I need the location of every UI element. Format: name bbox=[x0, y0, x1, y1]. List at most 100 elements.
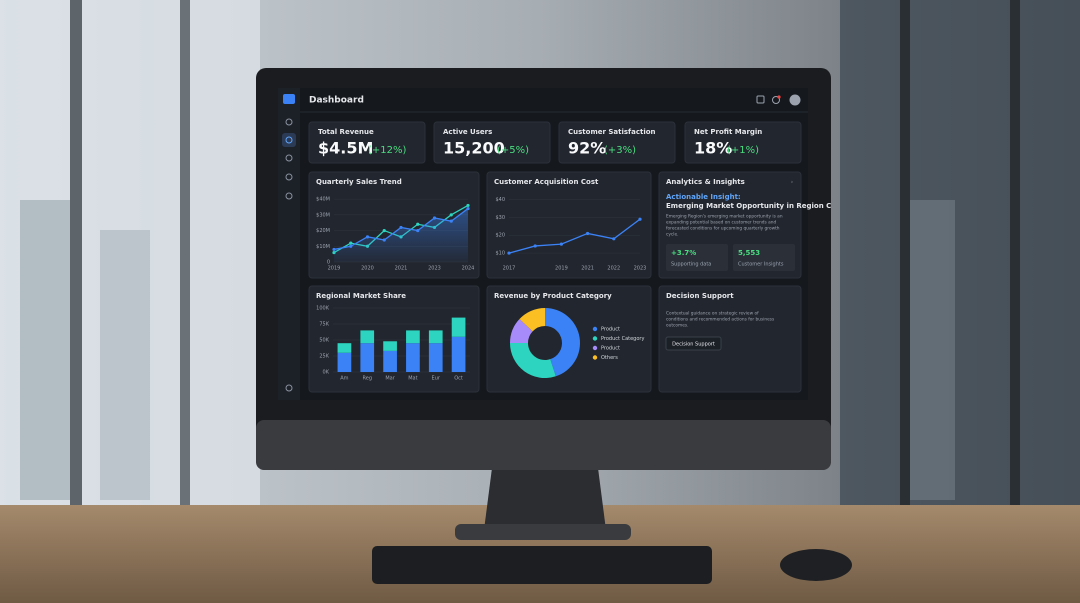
insight-body: expanding potential based on customer tr… bbox=[666, 220, 776, 226]
point bbox=[382, 238, 386, 242]
point bbox=[416, 228, 420, 233]
bar-segment bbox=[383, 350, 397, 372]
nav-icon[interactable] bbox=[285, 136, 293, 144]
nav-icon[interactable] bbox=[285, 384, 293, 392]
point bbox=[507, 251, 511, 255]
bar-segment bbox=[451, 317, 466, 337]
nav-icon[interactable] bbox=[285, 154, 293, 162]
nav-icon[interactable] bbox=[285, 192, 293, 200]
point bbox=[432, 216, 437, 220]
window-frame bbox=[900, 0, 910, 505]
button-label[interactable]: Decision Support bbox=[672, 342, 715, 348]
kpi-value: 18% bbox=[694, 139, 732, 158]
nav-icon[interactable] bbox=[285, 118, 293, 126]
kpi-value: $4.5M bbox=[318, 139, 373, 158]
window bbox=[100, 230, 150, 500]
window bbox=[840, 0, 1080, 505]
x-tick-label: Reg bbox=[363, 376, 373, 382]
insight-body: forecasted conditions for upcoming quart… bbox=[666, 226, 780, 232]
donut-slice bbox=[510, 319, 533, 343]
keyboard bbox=[372, 546, 712, 584]
card bbox=[433, 121, 551, 164]
point bbox=[533, 244, 537, 248]
logo bbox=[283, 94, 295, 104]
decision-body: Contextual guidance on strategic review … bbox=[666, 311, 759, 317]
y-tick-label: $30 bbox=[495, 215, 505, 221]
line bbox=[508, 218, 641, 254]
stat-value: 5,553 bbox=[738, 249, 760, 257]
legend-swatch bbox=[592, 355, 598, 360]
x-tick-label: Mat bbox=[408, 376, 417, 382]
monitor-base bbox=[455, 524, 631, 540]
y-tick-label: 0 bbox=[327, 260, 330, 266]
y-tick-label: 100K bbox=[316, 306, 330, 312]
x-tick-label: 2021 bbox=[395, 266, 408, 272]
y-tick-label: 75K bbox=[319, 322, 329, 328]
point bbox=[559, 242, 564, 246]
decision-body: outcomes. bbox=[666, 323, 688, 329]
legend-swatch bbox=[592, 336, 598, 341]
chevron[interactable]: › bbox=[791, 180, 793, 186]
point bbox=[449, 219, 453, 223]
avatar[interactable] bbox=[789, 94, 801, 106]
kpi-value: 15,200 bbox=[443, 139, 505, 158]
bar-segment bbox=[337, 352, 352, 372]
stat-box bbox=[666, 244, 728, 271]
y-tick-label: $10M bbox=[316, 244, 330, 250]
x-tick-label: 2021 bbox=[581, 266, 594, 272]
kpi-delta: (+5%) bbox=[497, 145, 529, 156]
notification-icon[interactable] bbox=[772, 96, 780, 104]
insight-tag: Actionable Insight: bbox=[666, 193, 741, 201]
y-tick-label: 25K bbox=[319, 354, 329, 360]
card bbox=[486, 171, 652, 279]
bar-segment bbox=[337, 343, 352, 353]
nav-active[interactable] bbox=[282, 133, 296, 147]
y-tick-label: 50K bbox=[319, 338, 329, 344]
card-title: Customer Acquisition Cost bbox=[494, 178, 599, 186]
y-tick-label: $20M bbox=[316, 228, 330, 234]
bar-segment bbox=[406, 330, 420, 344]
legend-label: Others bbox=[601, 355, 618, 361]
notification-badge bbox=[777, 95, 781, 99]
card-title: Quarterly Sales Trend bbox=[316, 178, 402, 186]
point bbox=[332, 247, 336, 252]
legend-label: Product bbox=[601, 346, 620, 352]
point bbox=[466, 206, 470, 211]
kpi-delta: (+1%) bbox=[727, 145, 759, 156]
window-frame bbox=[1010, 0, 1020, 505]
sidebar bbox=[278, 88, 300, 400]
bar-segment bbox=[360, 343, 375, 372]
x-tick-label: Oct bbox=[454, 376, 463, 382]
point bbox=[612, 237, 616, 241]
point bbox=[416, 222, 420, 226]
legend-label: Product Category bbox=[601, 336, 644, 342]
stat-label: Customer Insights bbox=[738, 262, 784, 268]
card bbox=[684, 121, 802, 164]
point bbox=[586, 231, 590, 236]
kpi-delta: (+3%) bbox=[604, 145, 636, 156]
x-tick-label: 2019 bbox=[555, 266, 568, 272]
x-tick-label: 2023 bbox=[634, 266, 647, 272]
message-icon[interactable] bbox=[756, 95, 765, 104]
monitor-stand bbox=[484, 468, 606, 530]
stat-value: +3.7% bbox=[671, 249, 696, 257]
page-title: Dashboard bbox=[309, 96, 364, 106]
bar-segment bbox=[428, 330, 443, 344]
legend-swatch bbox=[592, 326, 598, 332]
button[interactable] bbox=[665, 336, 722, 351]
legend-swatch bbox=[592, 345, 598, 351]
y-tick-label: $20 bbox=[495, 233, 505, 239]
monitor-chin bbox=[256, 420, 831, 470]
window bbox=[905, 200, 955, 500]
bar-segment bbox=[406, 343, 420, 372]
mouse bbox=[780, 549, 852, 581]
stat-label: Supporting data bbox=[671, 262, 711, 268]
card-title: Analytics & Insights bbox=[666, 178, 745, 186]
nav-icon[interactable] bbox=[285, 173, 293, 181]
point bbox=[399, 225, 403, 230]
insight-body: cycle. bbox=[666, 232, 678, 238]
point bbox=[365, 235, 370, 239]
y-tick-label: 0K bbox=[323, 370, 330, 376]
